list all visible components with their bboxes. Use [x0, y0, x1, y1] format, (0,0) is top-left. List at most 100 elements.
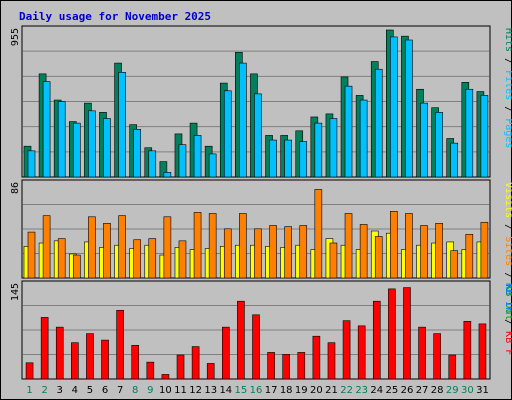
day-label-23: 23	[355, 385, 368, 396]
bar-files-day-4	[72, 122, 81, 178]
bar-files-day-31	[480, 95, 489, 178]
bar-sites-day-22	[344, 213, 353, 279]
bar-kb-f-day-6	[101, 339, 109, 380]
bar-files-day-29	[450, 142, 459, 178]
day-label-30: 30	[461, 385, 474, 396]
bar-sites-day-31	[480, 221, 489, 279]
bar-kb-f-day-15	[237, 300, 245, 380]
day-label-29: 29	[446, 385, 459, 396]
legend-entry: KB	[503, 325, 512, 343]
day-label-7: 7	[117, 385, 123, 396]
bar-kb-f-day-9	[146, 361, 155, 380]
day-label-16: 16	[250, 385, 263, 396]
legend-entry: KB	[503, 283, 512, 295]
day-label-19: 19	[295, 385, 308, 396]
day-label-25: 25	[386, 385, 399, 396]
bar-kb-f-day-11	[176, 354, 185, 380]
bar-files-day-1	[27, 150, 36, 178]
bar-kb-f-day-12	[191, 346, 200, 380]
bar-files-day-8	[133, 128, 141, 178]
bar-files-day-17	[269, 139, 277, 178]
bar-files-day-19	[299, 141, 308, 178]
bar-files-day-18	[284, 139, 292, 178]
day-label-24: 24	[370, 385, 383, 396]
chart-panels: 955 Hits / Files / Pages 86 Visits / Sites …	[10, 25, 512, 380]
day-label-2: 2	[41, 385, 47, 396]
bar-kb-f-day-3	[55, 326, 64, 380]
day-label-5: 5	[87, 385, 93, 396]
bar-kb-f-day-19	[297, 352, 306, 380]
legend-entry: In	[503, 295, 512, 313]
day-label-26: 26	[401, 385, 414, 396]
legend-entry: /	[503, 313, 512, 325]
bar-sites-day-2	[42, 215, 51, 279]
bar-files-day-12	[193, 135, 202, 178]
day-label-14: 14	[219, 385, 232, 396]
bar-kb-f-day-31	[478, 323, 487, 380]
bar-sites-day-9	[148, 238, 157, 279]
legend-kbytes: KB In / KB F	[503, 283, 512, 355]
bar-kb-f-day-25	[388, 288, 396, 380]
bar-sites-day-3	[57, 238, 66, 279]
bar-kb-f-day-2	[40, 317, 49, 380]
legend-entry: Sites	[503, 230, 512, 266]
y-max-label: 145	[10, 283, 21, 301]
bar-kb-f-day-14	[222, 326, 230, 380]
bar-sites-day-8	[133, 239, 141, 279]
bar-files-day-24	[374, 68, 383, 178]
bar-sites-day-19	[299, 225, 308, 279]
bar-kb-f-day-30	[463, 320, 472, 380]
bar-kb-f-day-4	[71, 342, 79, 380]
bar-files-day-27	[420, 102, 428, 178]
day-label-17: 17	[265, 385, 278, 396]
bar-sites-day-23	[359, 224, 368, 279]
bar-kb-f-day-8	[131, 344, 140, 380]
day-label-9: 9	[147, 385, 153, 396]
day-label-8: 8	[132, 385, 138, 396]
legend-entry: /	[503, 218, 512, 230]
bar-sites-day-27	[420, 225, 428, 279]
day-label-21: 21	[325, 385, 338, 396]
panel-visits-sites: 86 Visits / Sites / KB Out	[10, 179, 512, 321]
legend-entry: Visits	[503, 182, 512, 218]
bar-sites-day-16	[254, 228, 262, 279]
bar-kb-f-day-22	[342, 320, 351, 380]
bar-sites-day-28	[435, 223, 443, 279]
bar-kb-f-day-1	[25, 362, 34, 380]
x-axis-day-labels: 1 2 3 4 5 6 7 8 9 10 11 12 13 14 15 16 17 18 19 20 21 22 23 24 2…	[26, 385, 488, 396]
day-label-20: 20	[310, 385, 323, 396]
legend-entry: Pages	[503, 112, 512, 148]
chart-title: Daily usage for November 2025	[19, 10, 211, 23]
bar-files-day-3	[57, 101, 66, 178]
bar-kb-f-day-20	[312, 335, 321, 380]
day-label-6: 6	[102, 385, 108, 396]
panel-hits-files: 955 Hits / Files / Pages	[10, 25, 512, 178]
bar-sites-day-12	[193, 212, 202, 279]
bar-sites-day-20	[314, 189, 323, 279]
day-label-27: 27	[416, 385, 429, 396]
bar-sites-day-11	[178, 240, 187, 279]
day-label-18: 18	[280, 385, 293, 396]
bar-files-day-11	[178, 144, 187, 178]
bar-files-day-15	[239, 62, 247, 178]
bar-hits-day-10	[159, 161, 168, 178]
bar-files-day-6	[103, 118, 111, 178]
bar-kb-f-day-27	[418, 326, 426, 380]
bar-kb-f-day-29	[448, 354, 457, 380]
bar-kb-f-day-18	[282, 354, 290, 380]
day-label-1: 1	[26, 385, 32, 396]
bar-sites-day-14	[223, 228, 232, 279]
day-label-13: 13	[204, 385, 217, 396]
bar-sites-day-25	[390, 211, 398, 279]
bar-files-day-14	[223, 90, 232, 178]
day-label-10: 10	[159, 385, 172, 396]
bar-sites-day-1	[27, 231, 36, 279]
bar-sites-day-10	[163, 216, 172, 279]
bar-kb-f-day-28	[433, 333, 441, 380]
legend-visits-sites: Visits / Sites / KB Out	[503, 182, 512, 321]
y-max-label: 955	[10, 28, 21, 46]
bar-kb-f-day-16	[252, 314, 260, 380]
day-label-11: 11	[174, 385, 187, 396]
bar-files-day-25	[390, 36, 398, 178]
bar-kb-f-day-26	[403, 287, 411, 380]
